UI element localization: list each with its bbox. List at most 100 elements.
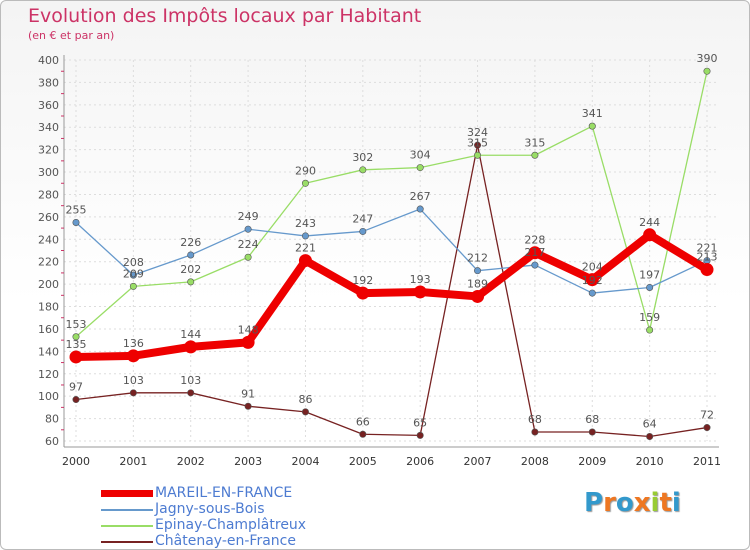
- data-point-1: [187, 251, 195, 259]
- legend-label-mareil: MAREIL-EN-FRANCE: [155, 485, 293, 501]
- data-label-3: 68: [528, 413, 542, 426]
- legend-swatch-epinay: [101, 525, 153, 527]
- data-point-0: [298, 254, 312, 268]
- axes: [63, 55, 719, 448]
- y-tick-label: 340: [38, 121, 59, 134]
- data-point-3: [244, 402, 252, 410]
- data-point-3: [129, 389, 137, 397]
- data-point-1: [588, 289, 596, 297]
- data-label-0: 228: [524, 234, 545, 247]
- data-point-0: [413, 285, 427, 299]
- x-tick-label: 2000: [62, 455, 90, 468]
- data-label-0: 135: [66, 338, 87, 351]
- data-label-0: 144: [180, 328, 201, 341]
- x-tick-label: 2010: [636, 455, 664, 468]
- legend-swatch-mareil: [101, 490, 153, 497]
- data-label-3: 91: [241, 387, 255, 400]
- data-label-3: 103: [123, 374, 144, 387]
- data-point-3: [416, 431, 424, 439]
- data-point-0: [126, 349, 140, 363]
- series-layer: [69, 67, 714, 441]
- data-point-2: [244, 253, 252, 261]
- y-tick-label: 380: [38, 76, 59, 89]
- data-point-0: [69, 350, 83, 364]
- legend-label-epinay: Epinay-Champlâtreux: [155, 517, 307, 533]
- data-point-0: [643, 228, 657, 242]
- data-point-2: [588, 122, 596, 130]
- data-label-0: 204: [582, 261, 603, 274]
- data-label-2: 153: [66, 318, 87, 331]
- data-label-1: 226: [180, 236, 201, 249]
- data-point-1: [416, 205, 424, 213]
- data-point-3: [474, 141, 482, 149]
- data-label-1: 208: [123, 256, 144, 269]
- logo-letter: i: [650, 488, 660, 518]
- data-label-2: 159: [639, 311, 660, 324]
- x-tick-label: 2005: [349, 455, 377, 468]
- x-tick-label: 2007: [464, 455, 492, 468]
- y-tick-label: 280: [38, 188, 59, 201]
- legend-label-chatenay: Châtenay-en-France: [155, 533, 296, 549]
- data-point-2: [129, 282, 137, 290]
- data-point-1: [129, 271, 137, 279]
- x-tick-label: 2011: [693, 455, 721, 468]
- data-label-3: 103: [180, 374, 201, 387]
- data-point-1: [301, 232, 309, 240]
- data-label-3: 68: [585, 413, 599, 426]
- data-label-2: 209: [123, 267, 144, 280]
- data-point-3: [72, 396, 80, 404]
- y-tick-label: 240: [38, 233, 59, 246]
- data-label-1: 192: [582, 274, 603, 287]
- data-label-1: 255: [66, 203, 87, 216]
- logo-letter: P: [584, 488, 604, 518]
- data-point-0: [241, 335, 255, 349]
- data-point-2: [359, 166, 367, 174]
- y-tick-label: 120: [38, 368, 59, 381]
- series-line-3: [75, 144, 708, 438]
- y-tick-label: 360: [38, 99, 59, 112]
- data-label-3: 97: [69, 381, 83, 394]
- data-point-2: [72, 333, 80, 341]
- data-label-1: 212: [467, 252, 488, 265]
- y-tick-label: 220: [38, 256, 59, 269]
- logo-letter: i: [671, 488, 681, 518]
- data-point-2: [474, 151, 482, 159]
- data-label-2: 290: [295, 164, 316, 177]
- data-point-2: [703, 67, 711, 75]
- data-label-1: 197: [639, 268, 660, 281]
- y-axis-ticks: 60 80 100 120 140 160 180 200 220 240 260 280 300 320…: [38, 54, 64, 448]
- data-label-0: 244: [639, 216, 660, 229]
- data-point-1: [244, 225, 252, 233]
- data-point-3: [703, 424, 711, 432]
- data-label-2: 341: [582, 107, 603, 120]
- data-label-0: 192: [352, 274, 373, 287]
- x-tick-label: 2008: [521, 455, 549, 468]
- x-tick-label: 2004: [291, 455, 319, 468]
- data-label-3: 65: [413, 416, 427, 429]
- y-tick-label: 320: [38, 144, 59, 157]
- y-tick-label: 200: [38, 278, 59, 291]
- y-tick-label: 60: [45, 435, 59, 448]
- data-label-1: 247: [352, 212, 373, 225]
- chart-title: Evolution des Impôts locaux par Habitant: [28, 5, 422, 27]
- data-point-0: [700, 263, 714, 277]
- x-tick-label: 2009: [578, 455, 606, 468]
- series-line-1: [75, 208, 708, 294]
- data-label-1: 243: [295, 217, 316, 230]
- y-tick-label: 400: [38, 54, 59, 67]
- data-label-0: 189: [467, 277, 488, 290]
- proxiti-logo: Proxiti: [584, 488, 681, 518]
- logo-letter: o: [615, 488, 634, 518]
- x-tick-label: 2003: [234, 455, 262, 468]
- data-label-0: 148: [238, 323, 259, 336]
- data-label-2: 304: [410, 149, 431, 162]
- data-point-0: [585, 273, 599, 287]
- data-point-2: [187, 278, 195, 286]
- x-axis-ticks: 2000 2001 2002 2003 2004 2005 2006 2007 2008 2009…: [62, 455, 721, 468]
- data-point-1: [474, 267, 482, 275]
- data-label-2: 315: [467, 136, 488, 149]
- data-point-0: [184, 340, 198, 354]
- y-tick-label: 160: [38, 323, 59, 336]
